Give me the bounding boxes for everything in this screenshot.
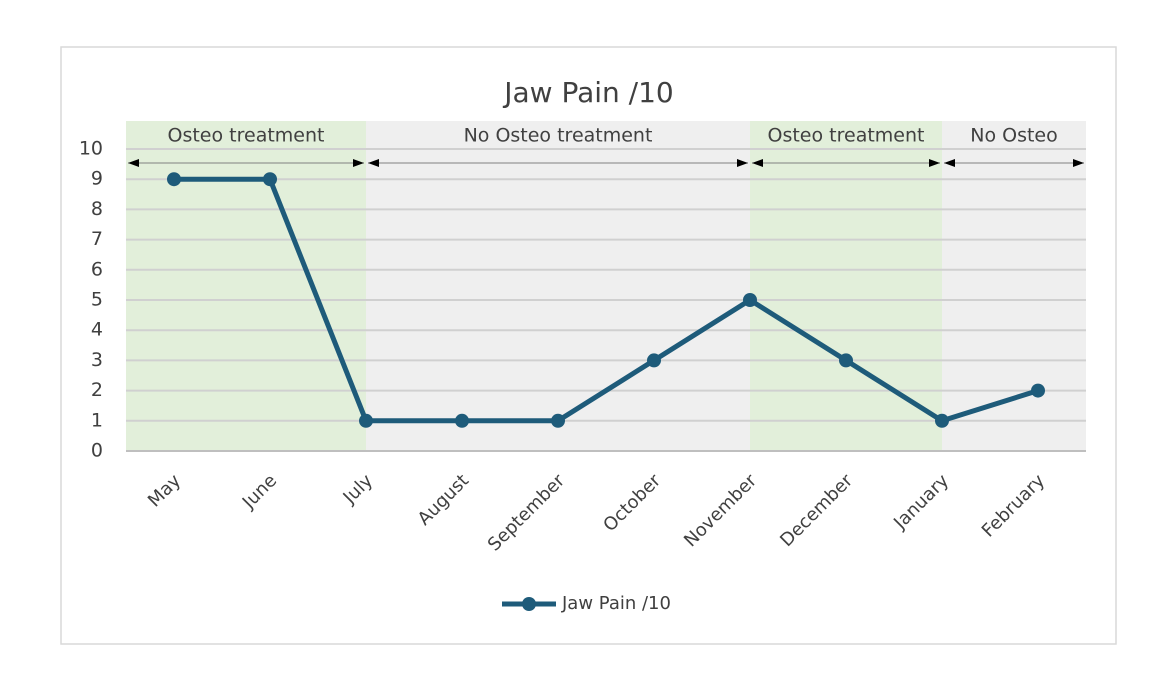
region-label: Osteo treatment: [168, 125, 325, 147]
chart-title: Jaw Pain /10: [502, 76, 674, 109]
y-tick-label: 9: [91, 168, 103, 190]
y-tick-label: 1: [91, 409, 103, 431]
arrow-head: [752, 159, 763, 167]
data-point: [647, 353, 661, 368]
data-point: [743, 293, 757, 307]
data-point: [935, 413, 949, 428]
y-tick-label: 5: [91, 289, 103, 311]
data-point: [1031, 383, 1045, 398]
region-band: [942, 121, 1086, 451]
data-point: [839, 353, 853, 368]
y-tick-label: 4: [91, 319, 103, 341]
data-point: [359, 413, 373, 428]
y-tick-label: 3: [91, 349, 103, 371]
y-tick-label: 6: [91, 258, 103, 280]
y-tick-label: 2: [91, 379, 103, 401]
region-band: [750, 121, 942, 451]
y-tick-label: 8: [91, 198, 103, 220]
legend-label: Jaw Pain /10: [561, 593, 671, 614]
region-label: No Osteo treatment: [464, 125, 653, 147]
data-point: [167, 172, 181, 187]
arrow-head: [353, 159, 364, 167]
region-band: [366, 121, 750, 451]
data-point: [455, 413, 469, 428]
y-tick-label: 0: [91, 440, 103, 462]
region-label: Osteo treatment: [768, 125, 925, 147]
arrow-head: [737, 159, 748, 167]
region-band: [126, 121, 366, 451]
region-label: No Osteo: [970, 125, 1058, 147]
arrow-head: [128, 159, 139, 167]
series-line: [174, 176, 1039, 424]
arrow-head: [929, 159, 940, 167]
arrow-head: [944, 159, 955, 167]
y-tick-label: 10: [79, 138, 103, 160]
legend-marker: [522, 597, 536, 611]
data-point: [263, 172, 277, 187]
data-point: [551, 413, 565, 428]
y-tick-label: 7: [91, 228, 103, 250]
arrow-head: [368, 159, 379, 167]
arrow-head: [1073, 159, 1084, 167]
